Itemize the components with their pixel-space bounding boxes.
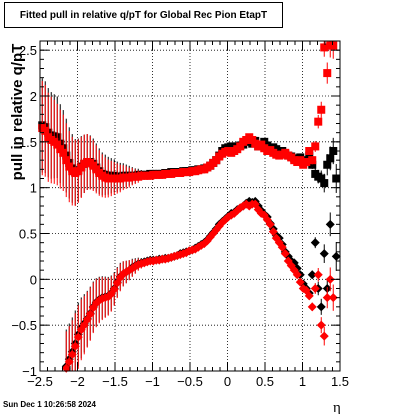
data-point-diamond: [316, 320, 326, 330]
data-point-square: [305, 151, 314, 160]
data-point-diamond: [319, 249, 329, 259]
x-tick-label: −0.5: [177, 374, 203, 389]
grid-lines: [40, 41, 340, 371]
data-point-square: [311, 142, 320, 151]
data-point-square: [317, 105, 326, 114]
data-point-square: [62, 156, 71, 165]
data-point-diamond: [316, 302, 326, 312]
data-point-square: [314, 117, 323, 126]
chart-title: Fitted pull in relative q/pT for Global …: [19, 9, 268, 21]
data-point-diamond: [325, 274, 335, 284]
data-point-diamond: [310, 238, 320, 248]
data-point-diamond: [109, 284, 119, 294]
tick-labels: −2.5 −2 −1.5 −1 −0.5 0 0.5 1 1.5 −1 −0.5 0 0.5 1 1.5 2 2…: [11, 43, 349, 389]
data-point-square: [323, 69, 332, 78]
data-point-diamond: [313, 270, 323, 280]
data-point-square: [323, 160, 332, 169]
x-tick-label: 0.5: [256, 374, 274, 389]
data-point-diamond: [277, 242, 287, 252]
data-point-diamond: [304, 291, 314, 301]
data-point-square: [41, 126, 50, 135]
x-tick-label: 1.5: [331, 374, 349, 389]
y-tick-label: 2.5: [19, 43, 37, 58]
data-point-diamond: [73, 332, 83, 342]
x-tick-label: −1: [145, 374, 160, 389]
x-tick-label: −1.5: [102, 374, 128, 389]
data-point-square: [236, 142, 245, 151]
y-tick-label: −0.5: [11, 318, 37, 333]
data-point-diamond: [70, 341, 80, 351]
data-point-diamond: [295, 277, 305, 287]
x-tick-label: −2: [70, 374, 85, 389]
y-tick-label: 0: [30, 272, 37, 287]
data-point-diamond: [280, 249, 290, 259]
y-tick-label: 1: [30, 181, 37, 196]
data-point-diamond: [64, 357, 74, 367]
data-point-square: [302, 158, 311, 166]
data-point-square: [296, 156, 305, 165]
y-axis-title: pull in relative q/pT: [9, 44, 26, 181]
data-point-diamond: [268, 227, 278, 237]
data-point-diamond: [331, 251, 341, 261]
data-point-diamond: [310, 284, 320, 293]
x-tick-label: 0: [224, 374, 231, 389]
data-point-square: [59, 148, 68, 157]
timestamp-footer: Sun Dec 1 10:26:58 2024: [3, 400, 96, 409]
data-point-square: [53, 140, 62, 149]
data-point-diamond: [67, 350, 77, 359]
data-point-diamond: [319, 331, 329, 341]
x-axis-title: η: [333, 400, 341, 414]
data-point-diamond: [325, 219, 335, 229]
data-point-diamond: [328, 293, 338, 303]
y-tick-label: 0.5: [19, 227, 37, 242]
data-point-diamond: [307, 270, 317, 280]
data-point-diamond: [307, 302, 317, 312]
data-point-diamond: [292, 270, 302, 280]
data-point-square: [65, 162, 74, 171]
y-tick-label: −1: [22, 364, 37, 379]
data-point-square: [308, 160, 317, 169]
data-point-square: [305, 147, 314, 155]
y-tick-label: 2: [30, 89, 37, 104]
y-tick-label: 1.5: [19, 135, 37, 150]
x-tick-label: −2.5: [27, 374, 53, 389]
data-point-square: [320, 43, 329, 52]
data-point-square: [317, 174, 326, 183]
data-point-square: [320, 179, 329, 188]
data-point-diamond: [265, 219, 275, 229]
data-point-square: [308, 156, 317, 165]
data-point-square: [329, 41, 338, 50]
axis-ticks: [39, 40, 341, 372]
data-point-diamond: [85, 309, 95, 319]
chart-title-box: Fitted pull in relative q/pT for Global …: [4, 2, 283, 28]
x-tick-label: 1: [299, 374, 306, 389]
data-point-square: [326, 154, 335, 163]
data-point-diamond: [322, 293, 332, 303]
data-point-square: [329, 147, 338, 155]
data-markers: [38, 41, 341, 373]
